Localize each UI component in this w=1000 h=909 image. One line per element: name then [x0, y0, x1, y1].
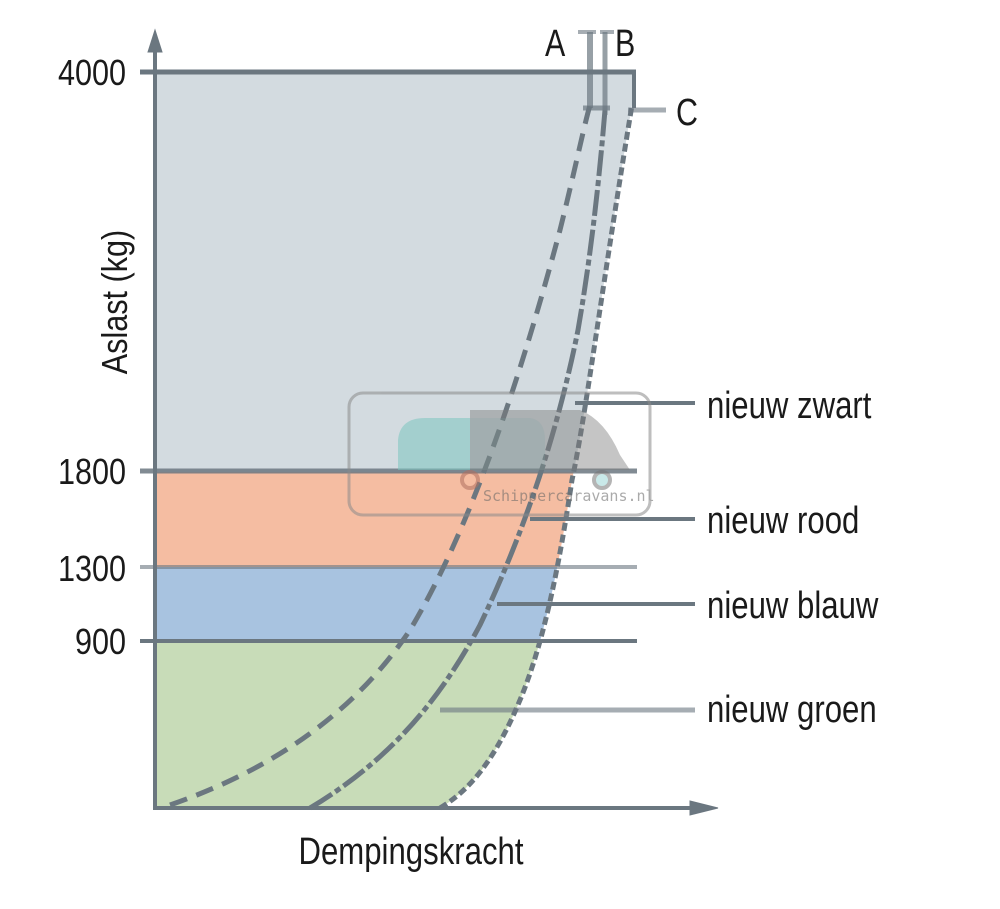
curve-b	[308, 109, 608, 811]
label-nieuw-rood: nieuw rood	[707, 500, 859, 542]
wheel-icon	[460, 470, 480, 490]
y-tick-1800: 1800	[58, 453, 126, 493]
curve-label-a: A	[545, 23, 565, 65]
x-axis-title: Dempingskracht	[298, 831, 523, 873]
wheel-icon	[592, 470, 612, 490]
band-nieuw-zwart	[155, 72, 632, 472]
curve-c	[438, 104, 635, 811]
y-axis-arrow-icon	[147, 28, 163, 53]
caravan-icon	[398, 418, 545, 470]
watermark-frame	[347, 391, 652, 517]
label-nieuw-groen: nieuw groen	[707, 689, 877, 731]
label-nieuw-blauw: nieuw blauw	[707, 585, 879, 627]
y-tick-1300: 1300	[58, 550, 126, 590]
y-axis-title: Aslast (kg)	[96, 230, 136, 374]
car-icon	[470, 410, 630, 470]
y-tick-900: 900	[75, 623, 126, 663]
y-tick-4000: 4000	[58, 54, 126, 94]
watermark-text: Schippercaravans.nl	[483, 487, 655, 505]
label-nieuw-zwart: nieuw zwart	[707, 385, 872, 427]
x-axis-arrow-icon	[689, 800, 719, 816]
curve-label-b: B	[615, 23, 635, 65]
curve-label-c: C	[676, 92, 698, 134]
watermark: Schippercaravans.nl	[347, 391, 655, 517]
